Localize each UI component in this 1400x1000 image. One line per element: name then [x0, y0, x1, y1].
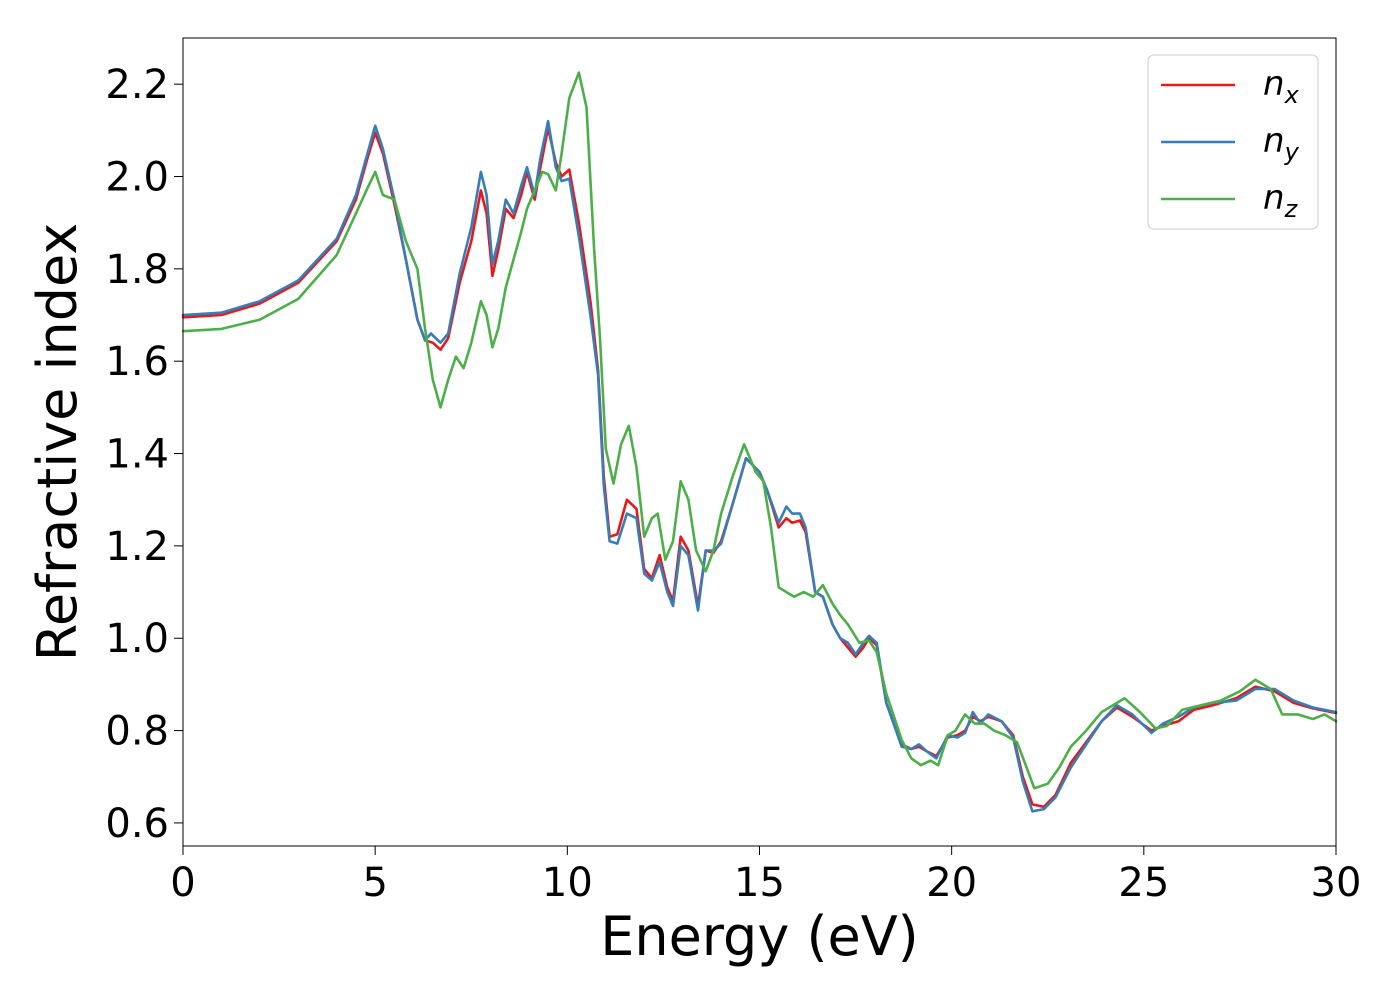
legend-label-y: ny: [1263, 121, 1300, 166]
x-tick-label: 10: [542, 860, 593, 906]
series-line-z: [181, 71, 1338, 790]
y-tick-label: 0.8: [105, 709, 169, 755]
x-axis-label: Energy (eV): [600, 905, 919, 968]
plot-lines: [181, 71, 1338, 813]
x-tick-label: 25: [1118, 860, 1169, 906]
x-tick-label: 15: [734, 860, 785, 906]
y-tick-label: 2.0: [105, 155, 169, 201]
y-tick-label: 1.2: [105, 524, 169, 570]
x-tick-label: 5: [362, 860, 387, 906]
y-tick-label: 0.6: [105, 801, 169, 847]
y-tick-label: 2.2: [105, 62, 169, 108]
x-axis: 0 5 10 15 20 25 30: [170, 846, 1361, 906]
y-axis-label: Refractive index: [26, 223, 89, 662]
series-line-y: [181, 119, 1338, 813]
y-tick-label: 1.8: [105, 247, 169, 293]
y-tick-label: 1.6: [105, 339, 169, 385]
y-tick-label: 1.0: [105, 616, 169, 662]
x-tick-label: 30: [1311, 860, 1362, 906]
y-tick-label: 1.4: [105, 432, 169, 478]
legend-label-x: nx: [1263, 64, 1300, 109]
y-axis: 0.6 0.8 1.0 1.2 1.4 1.6 1.8 2.0 2.2: [105, 62, 183, 847]
x-tick-label: 0: [170, 860, 195, 906]
legend: nx ny nz: [1147, 54, 1319, 230]
legend-label-z: nz: [1263, 178, 1299, 223]
x-tick-label: 20: [926, 860, 977, 906]
